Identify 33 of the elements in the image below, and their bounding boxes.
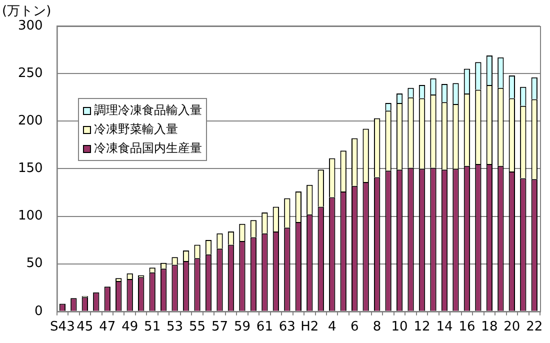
x-tick-label: 63 bbox=[278, 320, 296, 335]
x-tick-label: 45 bbox=[76, 320, 94, 335]
x-tick-label: 16 bbox=[458, 320, 476, 335]
x-tick-label: 18 bbox=[481, 320, 498, 335]
y-tick-label: 150 bbox=[18, 161, 43, 176]
x-tick-label: 20 bbox=[504, 320, 520, 335]
x-tick-label: 59 bbox=[234, 320, 250, 335]
x-tick-label: 51 bbox=[144, 320, 161, 335]
y-tick-label: 300 bbox=[18, 18, 43, 34]
x-tick-label: 61 bbox=[256, 320, 273, 335]
x-tick-label: 6 bbox=[350, 320, 359, 335]
x-tick-label: 10 bbox=[391, 320, 408, 335]
y-tick-label: 100 bbox=[18, 208, 43, 224]
x-tick-label: 55 bbox=[189, 320, 206, 335]
y-tick-label: 50 bbox=[26, 256, 43, 272]
x-tick-label: S43 bbox=[50, 320, 75, 335]
x-tick-label: 49 bbox=[122, 320, 138, 335]
x-tick-label: 57 bbox=[211, 320, 228, 335]
legend-label: 調理冷凍食品輸入量 bbox=[94, 102, 202, 119]
y-tick-label: 250 bbox=[18, 66, 43, 81]
x-tick-label: 22 bbox=[526, 320, 543, 335]
y-tick-label: 0 bbox=[34, 304, 43, 319]
y-tick-label: 200 bbox=[18, 114, 43, 129]
x-tick-label: 47 bbox=[99, 320, 116, 335]
x-tick-label: 14 bbox=[436, 320, 453, 335]
x-tick-label: 8 bbox=[372, 320, 382, 335]
x-tick-label: H2 bbox=[300, 320, 319, 335]
legend-label: 冷凍食品国内生産量 bbox=[94, 140, 202, 157]
legend-label: 冷凍野菜輸入量 bbox=[94, 121, 178, 138]
x-tick-label: 12 bbox=[414, 320, 430, 335]
x-tick-label: 4 bbox=[328, 320, 336, 335]
x-tick-label: 53 bbox=[166, 320, 184, 335]
y-axis-title: (万トン) bbox=[2, 3, 52, 20]
